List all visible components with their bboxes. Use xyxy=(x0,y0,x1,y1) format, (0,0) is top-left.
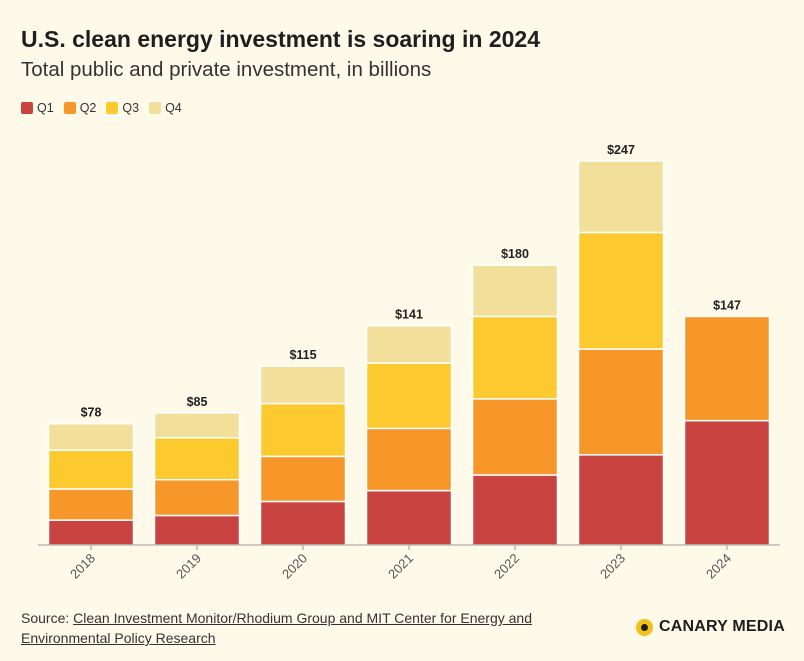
bar-segment-2020-q1 xyxy=(259,500,347,546)
bar-segment-2022-q2 xyxy=(471,398,559,476)
total-label-2020: $115 xyxy=(289,348,316,362)
canary-logo-icon xyxy=(636,618,653,636)
legend-item-q4: Q4 xyxy=(149,101,182,115)
source-prefix: Source: xyxy=(21,610,74,626)
total-label-2022: $180 xyxy=(501,247,529,261)
bar-segment-2023-q4 xyxy=(577,160,665,234)
bar-segment-2024-q1 xyxy=(683,419,771,546)
legend-swatch-q2 xyxy=(63,102,76,114)
legend-label-q3: Q3 xyxy=(122,101,140,115)
legend-item-q3: Q3 xyxy=(106,101,139,115)
bar-segment-2019-q3 xyxy=(153,436,241,481)
bar-segment-2019-q4 xyxy=(153,412,241,439)
bar-segment-2022-q3 xyxy=(471,315,559,400)
bar-segment-2019-q2 xyxy=(153,478,241,517)
x-tick-label-2018: 2018 xyxy=(67,551,98,582)
legend-item-q2: Q2 xyxy=(63,101,97,115)
bar-segment-2020-q4 xyxy=(259,365,347,405)
total-label-2024: $147 xyxy=(713,298,741,312)
legend-label-q4: Q4 xyxy=(165,101,182,115)
x-tick-label-2024: 2024 xyxy=(703,551,734,582)
legend-label-q2: Q2 xyxy=(79,101,97,115)
legend-item-q1: Q1 xyxy=(21,101,54,115)
bar-segment-2018-q2 xyxy=(47,488,135,521)
legend-label-q1: Q1 xyxy=(37,101,54,115)
bar-segment-2024-q2 xyxy=(683,315,771,422)
source-link[interactable]: Clean Investment Monitor/Rhodium Group a… xyxy=(21,610,532,646)
source-note: Source: Clean Investment Monitor/Rhodium… xyxy=(21,608,601,648)
legend-swatch-q4 xyxy=(149,102,162,114)
bar-segment-2018-q4 xyxy=(47,422,135,451)
stacked-bar-chart: $78 2018 $85 2019 $115 2020 $141 2021 $180 2022 $2… xyxy=(38,143,780,582)
legend-swatch-q1 xyxy=(21,102,33,114)
bar-segment-2019-q1 xyxy=(153,514,241,546)
bar-segment-2018-q1 xyxy=(47,519,135,546)
bar-segment-2021-q1 xyxy=(365,489,453,546)
total-label-2023: $247 xyxy=(607,143,635,157)
bar-segment-2021-q3 xyxy=(365,362,453,430)
bar-segment-2022-q4 xyxy=(471,264,559,318)
x-tick-label-2023: 2023 xyxy=(597,551,628,582)
bar-segment-2023-q1 xyxy=(577,454,665,546)
legend-swatch-q3 xyxy=(106,102,119,114)
bar-segment-2023-q3 xyxy=(577,231,665,350)
bar-segment-2018-q3 xyxy=(47,449,135,490)
bar-segment-2020-q3 xyxy=(259,402,347,458)
x-tick-label-2021: 2021 xyxy=(385,551,416,582)
canary-media-logo: CANARY MEDIA xyxy=(636,618,785,636)
x-tick-label-2019: 2019 xyxy=(173,551,204,582)
bar-segment-2021-q4 xyxy=(365,324,453,364)
total-label-2018: $78 xyxy=(81,406,102,420)
bar-segment-2021-q2 xyxy=(365,427,453,492)
chart-subtitle: Total public and private investment, in … xyxy=(21,58,432,81)
x-tick-label-2022: 2022 xyxy=(491,551,522,582)
x-tick-label-2020: 2020 xyxy=(279,551,310,582)
bar-segment-2022-q1 xyxy=(471,474,559,546)
total-label-2019: $85 xyxy=(187,395,208,409)
bar-segment-2023-q2 xyxy=(577,348,665,456)
chart-title: U.S. clean energy investment is soaring … xyxy=(21,26,540,52)
total-label-2021: $141 xyxy=(395,308,423,322)
bar-segment-2020-q2 xyxy=(259,455,347,503)
brand-name: CANARY MEDIA xyxy=(659,618,785,635)
legend: Q1 Q2 Q3 Q4 xyxy=(21,101,182,115)
